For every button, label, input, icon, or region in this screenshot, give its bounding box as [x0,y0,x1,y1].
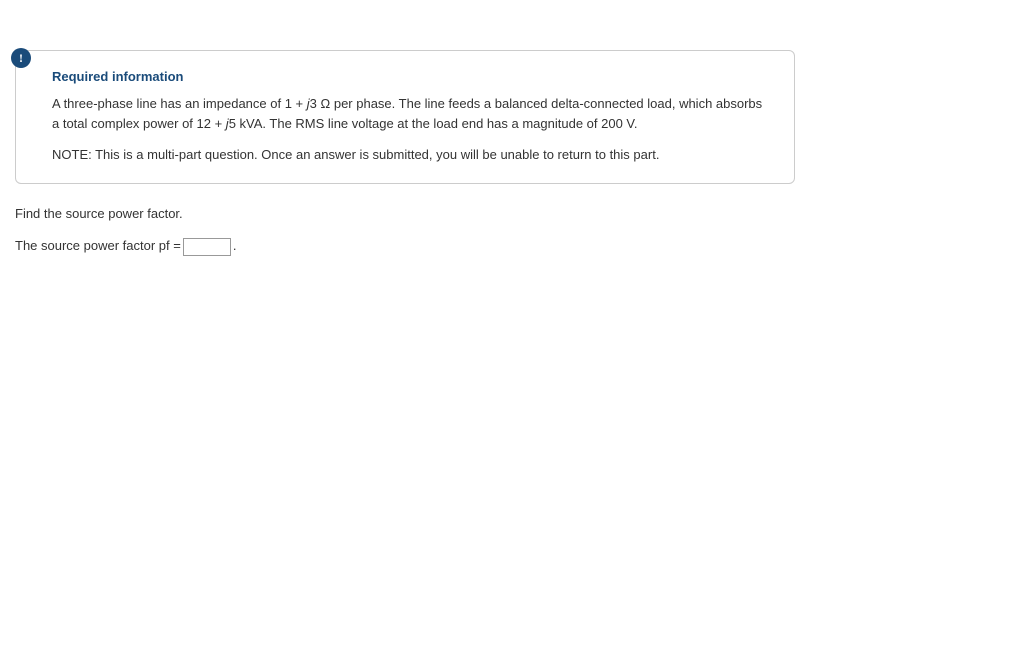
info-icon: ! [11,48,31,68]
note-text: NOTE: This is a multi-part question. Onc… [52,145,764,165]
text-segment: 3 [310,96,317,111]
text-segment: A three-phase line has an impedance of 1… [52,96,307,111]
power-factor-input[interactable] [183,238,231,256]
text-segment: kVA. The RMS line voltage at the load en… [236,116,638,131]
question-area: Find the source power factor. The source… [15,204,1009,258]
required-info-box: ! Required information A three-phase lin… [15,50,795,184]
text-segment: 5 [229,116,236,131]
answer-label: The source power factor pf = [15,236,181,257]
info-body: A three-phase line has an impedance of 1… [52,94,764,165]
info-title: Required information [52,69,764,84]
answer-suffix: . [233,236,237,257]
problem-statement: A three-phase line has an impedance of 1… [52,94,764,133]
page-root: ! Required information A three-phase lin… [0,0,1024,272]
answer-line: The source power factor pf = . [15,236,1009,257]
question-prompt: Find the source power factor. [15,204,1009,225]
